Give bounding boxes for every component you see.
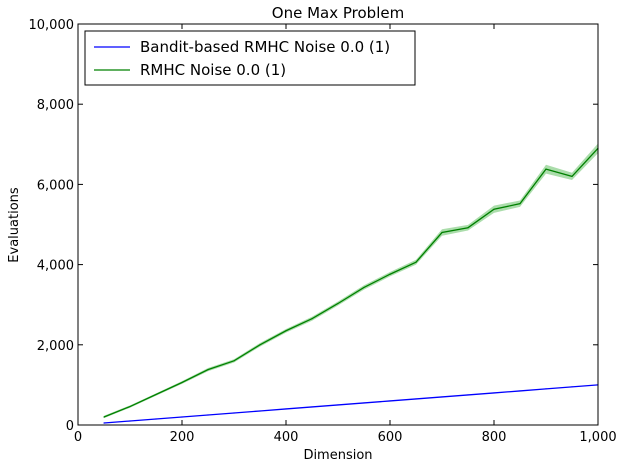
- data-point-s0-13: [441, 396, 443, 398]
- data-point-s0-3: [181, 416, 183, 418]
- data-point-s0-7: [285, 408, 287, 410]
- data-point-s0-17: [545, 388, 547, 390]
- data-point-s1-16: [519, 203, 521, 205]
- data-point-s0-2: [155, 418, 157, 420]
- series-line-1: [103, 147, 599, 418]
- data-point-s1-18: [571, 175, 573, 177]
- plot-frame: [77, 23, 599, 426]
- data-point-s1-0: [103, 416, 105, 418]
- series-line-0: [103, 384, 599, 424]
- y-tick-label-0: 0: [66, 419, 74, 434]
- x-axis-title: Dimension: [303, 448, 372, 463]
- x-tick-label-2: 400: [274, 430, 299, 445]
- data-point-s0-9: [337, 404, 339, 406]
- data-point-s1-12: [415, 261, 417, 263]
- legend: Bandit-based RMHC Noise 0.0 (1) RMHC Noi…: [84, 30, 416, 86]
- data-point-s1-15: [493, 208, 495, 210]
- data-point-s1-1: [129, 405, 131, 408]
- data-point-s0-0: [103, 422, 105, 424]
- data-point-s1-13: [441, 231, 443, 234]
- x-tick-label-5: 1,000: [579, 430, 616, 445]
- data-point-s0-8: [311, 406, 313, 408]
- data-point-s0-14: [467, 394, 469, 396]
- data-point-s1-5: [233, 360, 235, 362]
- data-point-s0-6: [259, 410, 261, 412]
- y-tick-label-3: 6,000: [37, 178, 74, 193]
- data-point-s1-11: [389, 273, 391, 275]
- y-tick-label-5: 10,000: [29, 18, 75, 33]
- data-point-s1-4: [207, 369, 209, 371]
- series-band-1: [104, 143, 598, 419]
- legend-label-bandit-rmhc: Bandit-based RMHC Noise 0.0 (1): [140, 38, 390, 56]
- data-point-s1-14: [467, 227, 469, 229]
- data-point-s0-12: [415, 398, 417, 400]
- data-point-s0-10: [363, 402, 365, 404]
- confidence-bands: [104, 143, 598, 419]
- data-point-s1-17: [545, 168, 547, 170]
- data-point-s1-8: [311, 318, 313, 320]
- data-point-s0-15: [493, 392, 495, 394]
- legend-frame: [84, 30, 416, 86]
- plot-area: 0 200 400 600 800 1,000 0 2,000 4,000 6,000 8,000 1…: [29, 18, 617, 445]
- y-tick-label-4: 8,000: [37, 98, 74, 113]
- data-point-s1-2: [155, 393, 157, 396]
- y-tick-label-1: 2,000: [37, 339, 74, 354]
- data-point-s0-18: [571, 386, 573, 388]
- data-point-s1-7: [285, 330, 287, 332]
- data-point-s1-9: [337, 302, 339, 305]
- data-point-s0-11: [389, 400, 391, 402]
- y-axis-title: Evaluations: [7, 187, 22, 263]
- data-point-s0-4: [207, 414, 209, 416]
- x-tick-label-0: 0: [74, 430, 82, 445]
- chart-title: One Max Problem: [272, 4, 404, 22]
- data-point-s1-6: [259, 344, 261, 346]
- y-tick-label-2: 4,000: [37, 259, 74, 274]
- series-lines: [103, 147, 599, 424]
- data-point-s0-16: [519, 390, 521, 392]
- x-tick-label-1: 200: [170, 430, 195, 445]
- x-tick-label-3: 600: [378, 430, 403, 445]
- data-point-s1-3: [181, 381, 183, 384]
- axis-ticks: 0 200 400 600 800 1,000 0 2,000 4,000 6,000 8,000 1…: [29, 18, 617, 445]
- data-point-s0-1: [129, 420, 131, 422]
- legend-label-rmhc: RMHC Noise 0.0 (1): [140, 61, 286, 79]
- data-point-s0-5: [233, 412, 235, 414]
- data-point-s1-10: [363, 286, 365, 289]
- x-tick-label-4: 800: [482, 430, 507, 445]
